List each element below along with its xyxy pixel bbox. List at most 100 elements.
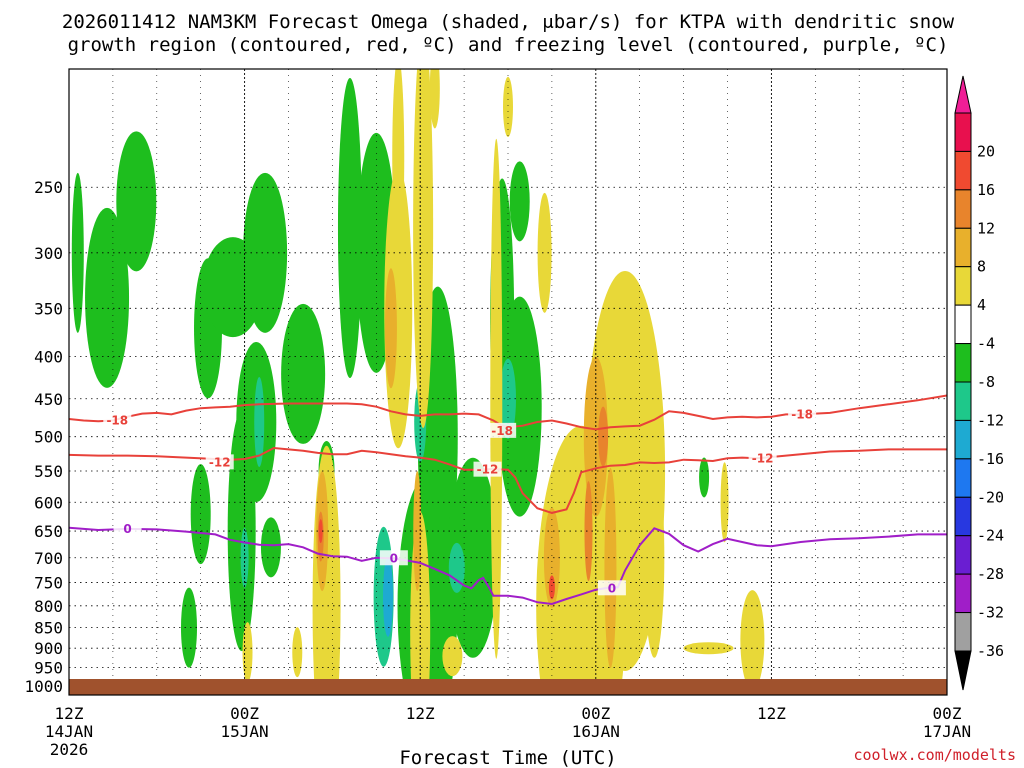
- colorbar-swatch--32: [954, 573, 972, 614]
- y-tick-550: 550: [34, 462, 63, 481]
- colorbar-upper-cap: [954, 75, 972, 114]
- omega-green-region-9: [337, 78, 362, 379]
- colorbar-label--28: -28: [977, 565, 1004, 583]
- colorbar-swatch--16: [954, 419, 972, 460]
- colorbar-label-4: 4: [977, 296, 986, 314]
- omega-yellow-region-9: [644, 457, 665, 658]
- pressure-axis: 2503003504004505005506006507007508008509…: [24, 178, 63, 696]
- y-tick-650: 650: [34, 522, 63, 541]
- omega-orange-region-1: [384, 268, 397, 389]
- y-tick-900: 900: [34, 639, 63, 658]
- credit-text: coolwx.com/modelts: [853, 746, 1016, 764]
- omega-shading: [71, 69, 765, 695]
- omega-green-region-8: [281, 303, 326, 444]
- chart-title-line-1: 2026011412 NAM3KM Forecast Omega (shaded…: [62, 11, 955, 33]
- colorbar-label--4: -4: [977, 335, 995, 353]
- x-tick-36-line-1: 00Z: [581, 704, 610, 723]
- y-tick-500: 500: [34, 428, 63, 447]
- colorbar-label--8: -8: [977, 373, 995, 391]
- y-tick-800: 800: [34, 597, 63, 616]
- omega-green-region-18: [190, 464, 211, 565]
- omega-green-region-15: [497, 296, 542, 517]
- colorbar-label--32: -32: [977, 604, 1004, 622]
- x-tick-0-line-2: 14JAN: [45, 722, 93, 741]
- x-tick-60-line-1: 00Z: [933, 704, 962, 723]
- omega-green-region-19: [180, 587, 197, 668]
- minus-12-isotherm-label-1: -12: [477, 463, 499, 477]
- zero-isotherm-freezing-level-line: [69, 526, 947, 606]
- minus-18-isotherm-label-2: -18: [791, 407, 813, 421]
- omega-red-region-0: [318, 519, 323, 544]
- gridlines: [69, 69, 947, 695]
- minus-18-isotherm-label-1: -18: [491, 424, 513, 438]
- omega-green-region-20: [699, 457, 710, 498]
- minus-18-isotherm-line: [69, 394, 947, 431]
- colorbar-label-8: 8: [977, 258, 986, 276]
- colorbar-label--12: -12: [977, 411, 1004, 429]
- omega-yellow-region-13: [242, 622, 253, 683]
- colorbar: 20 16 12 8 4 -4 -8 -12 -16 -20 -24 -28 -32 -36: [954, 75, 1004, 691]
- y-tick-750: 750: [34, 574, 63, 593]
- y-tick-950: 950: [34, 659, 63, 678]
- colorbar-swatch--28: [954, 535, 972, 575]
- x-axis-label: Forecast Time (UTC): [399, 747, 616, 768]
- minus-18-isotherm-label-0: -18: [106, 413, 128, 427]
- colorbar-swatch-4: [954, 266, 972, 306]
- colorbar-label--36: -36: [977, 642, 1004, 660]
- x-tick-36-line-2: 16JAN: [572, 722, 620, 741]
- omega-green-region-17: [260, 517, 281, 578]
- x-tick-12-line-2: 15JAN: [221, 722, 269, 741]
- colorbar-label--16: -16: [977, 450, 1004, 468]
- minus-12-isotherm-line: [69, 446, 947, 514]
- y-tick-400: 400: [34, 347, 63, 366]
- y-tick-700: 700: [34, 549, 63, 568]
- zero-isotherm-freezing-level-label-bg-1: [379, 550, 408, 566]
- y-tick-850: 850: [34, 619, 63, 638]
- omega-green-region-5: [243, 172, 288, 333]
- zero-isotherm-freezing-level-label-0: 0: [123, 522, 131, 536]
- colorbar-swatch-12: [954, 189, 972, 229]
- terrain-ground: [69, 679, 947, 695]
- y-tick-300: 300: [34, 244, 63, 263]
- omega-blue-region-0: [383, 556, 394, 637]
- chart-title-line-2: growth region (contoured, red, ºC) and f…: [68, 34, 949, 56]
- colorbar-label-16: 16: [977, 181, 995, 199]
- plot-border: [68, 68, 948, 696]
- colorbar-swatch--24: [954, 496, 972, 537]
- x-tick-0-line-1: 12Z: [55, 704, 84, 723]
- omega-green-region-1: [85, 207, 130, 388]
- omega-orange-region-5: [604, 467, 617, 668]
- temperature-contours: -18 -18 -18 -12 -12 -12 0 0 0: [69, 394, 947, 606]
- omega-yellow-region-17: [503, 76, 513, 137]
- colorbar-swatch--8: [954, 343, 972, 383]
- omega-red-region-1: [548, 575, 555, 600]
- omega-green-region-2: [116, 131, 157, 272]
- minus-18-isotherm-label-bg-0: [103, 412, 132, 428]
- omega-yellow-region-15: [442, 636, 463, 677]
- omega-teal-region-4: [500, 358, 516, 439]
- omega-yellow-region-5: [490, 138, 503, 659]
- y-tick-250: 250: [34, 178, 63, 197]
- zero-isotherm-freezing-level-label-2: 0: [608, 581, 616, 595]
- y-tick-1000: 1000: [24, 677, 63, 696]
- minus-12-isotherm-label-bg-1: [473, 461, 502, 477]
- x-tick-24-line-1: 12Z: [406, 704, 435, 723]
- colorbar-swatch--36: [954, 612, 972, 652]
- omega-yellow-region-11: [740, 590, 765, 691]
- minus-12-isotherm-label-2: -12: [752, 451, 774, 465]
- plot-area: -18 -18 -18 -12 -12 -12 0 0 0: [68, 68, 948, 696]
- colorbar-swatch-8: [954, 227, 972, 268]
- x-tick-0-line-3: 2026: [50, 740, 89, 759]
- omega-yellow-region-6: [537, 192, 552, 313]
- colorbar-label-20: 20: [977, 142, 995, 160]
- colorbar-label--24: -24: [977, 527, 1004, 545]
- colorbar-label--20: -20: [977, 488, 1004, 506]
- colorbar-swatch-20: [954, 112, 972, 152]
- omega-teal-region-0: [254, 376, 265, 467]
- minus-12-isotherm-label-0: -12: [209, 455, 231, 469]
- omega-darkorange-region-1: [584, 481, 593, 582]
- minus-18-isotherm-label-bg-2: [788, 406, 817, 422]
- omega-green-region-16: [509, 161, 530, 242]
